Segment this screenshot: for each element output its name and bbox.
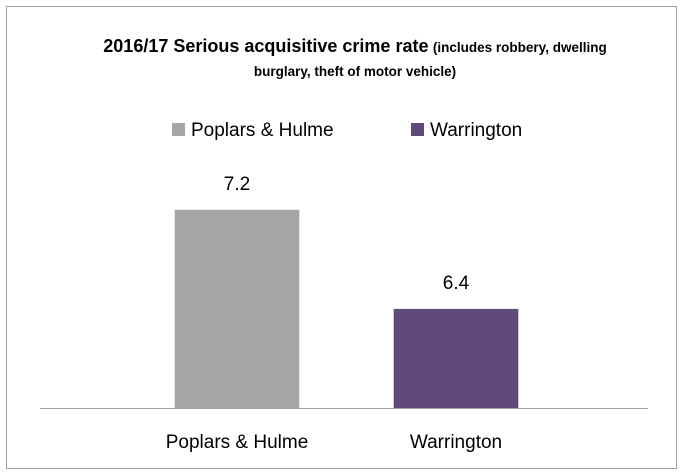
x-tick-label: Poplars & Hulme bbox=[166, 432, 309, 453]
x-tick-label: Warrington bbox=[410, 432, 502, 453]
value-label: 7.2 bbox=[224, 174, 250, 195]
value-label: 6.4 bbox=[443, 273, 470, 294]
legend-label: Poplars & Hulme bbox=[191, 120, 334, 141]
legend-swatch bbox=[411, 123, 424, 136]
chart-heading: 2016/17 Serious acquisitive crime rate (… bbox=[90, 34, 620, 84]
legend-swatch bbox=[172, 123, 185, 136]
chart-title: 2016/17 Serious acquisitive crime rate bbox=[103, 36, 429, 56]
legend-label: Warrington bbox=[430, 120, 522, 141]
chart-border bbox=[6, 6, 677, 469]
chart-subtitle: (includes robbery, dwelling burglary, th… bbox=[253, 40, 607, 79]
bar bbox=[174, 209, 300, 408]
bar bbox=[393, 308, 519, 408]
